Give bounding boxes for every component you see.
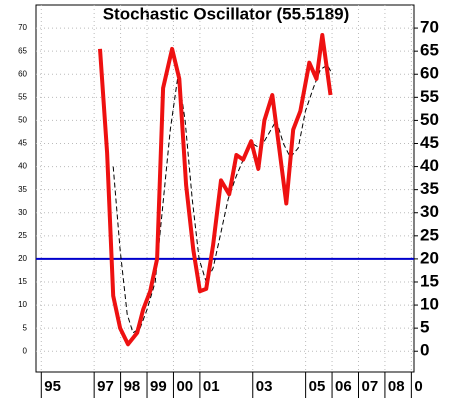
- y-tick-label-right: 70: [420, 18, 439, 37]
- y-tick-label-right: 30: [420, 202, 439, 221]
- x-tick-label: 97: [97, 378, 114, 395]
- series-line: [112, 64, 333, 334]
- y-tick-label-left: 20: [18, 254, 27, 263]
- y-tick-label-right: 35: [420, 179, 439, 198]
- y-tick-label-right: 0: [420, 341, 429, 360]
- x-tick-label: 99: [150, 378, 167, 395]
- x-tick-label: 0: [414, 378, 422, 395]
- y-tick-label-left: 10: [18, 300, 27, 309]
- x-tick-label: 98: [124, 378, 141, 395]
- y-tick-label-left: 70: [18, 23, 27, 32]
- y-tick-label-left: 25: [18, 231, 27, 240]
- y-tick-label-right: 50: [420, 110, 439, 129]
- x-tick-label: 05: [309, 378, 326, 395]
- y-tick-label-right: 25: [420, 225, 439, 244]
- x-tick-label: 07: [361, 378, 378, 395]
- y-tick-label-left: 60: [18, 69, 27, 78]
- y-tick-label-right: 60: [420, 64, 439, 83]
- y-tick-label-left: 65: [18, 46, 27, 55]
- y-tick-label-right: 10: [420, 295, 439, 314]
- x-tick-label: 01: [203, 378, 220, 395]
- y-tick-label-left: 30: [18, 208, 27, 217]
- series-line: [98, 33, 333, 347]
- y-tick-label-right: 55: [420, 87, 439, 106]
- y-tick-label-right: 5: [420, 318, 429, 337]
- y-tick-label-left: 0: [23, 346, 28, 355]
- x-tick-label: 00: [176, 378, 193, 395]
- y-tick-label-left: 50: [18, 116, 27, 125]
- x-tick-label: 03: [256, 378, 273, 395]
- y-tick-label-left: 40: [18, 162, 27, 171]
- y-tick-label-right: 45: [420, 133, 439, 152]
- y-tick-label-left: 5: [23, 323, 28, 332]
- y-tick-label-left: 55: [18, 92, 27, 101]
- y-tick-label-left: 45: [18, 139, 27, 148]
- y-tick-label-right: 40: [420, 156, 439, 175]
- x-tick-label: 08: [388, 378, 405, 395]
- x-tick-label: 06: [335, 378, 352, 395]
- chart-title: Stochastic Oscillator (55.5189): [103, 4, 350, 23]
- y-tick-label-right: 20: [420, 248, 439, 267]
- x-tick-label: 95: [44, 378, 61, 395]
- y-tick-label-left: 15: [18, 277, 27, 286]
- y-tick-label-right: 65: [420, 41, 439, 60]
- y-tick-label-right: 15: [420, 271, 439, 290]
- y-tick-label-left: 35: [18, 185, 27, 194]
